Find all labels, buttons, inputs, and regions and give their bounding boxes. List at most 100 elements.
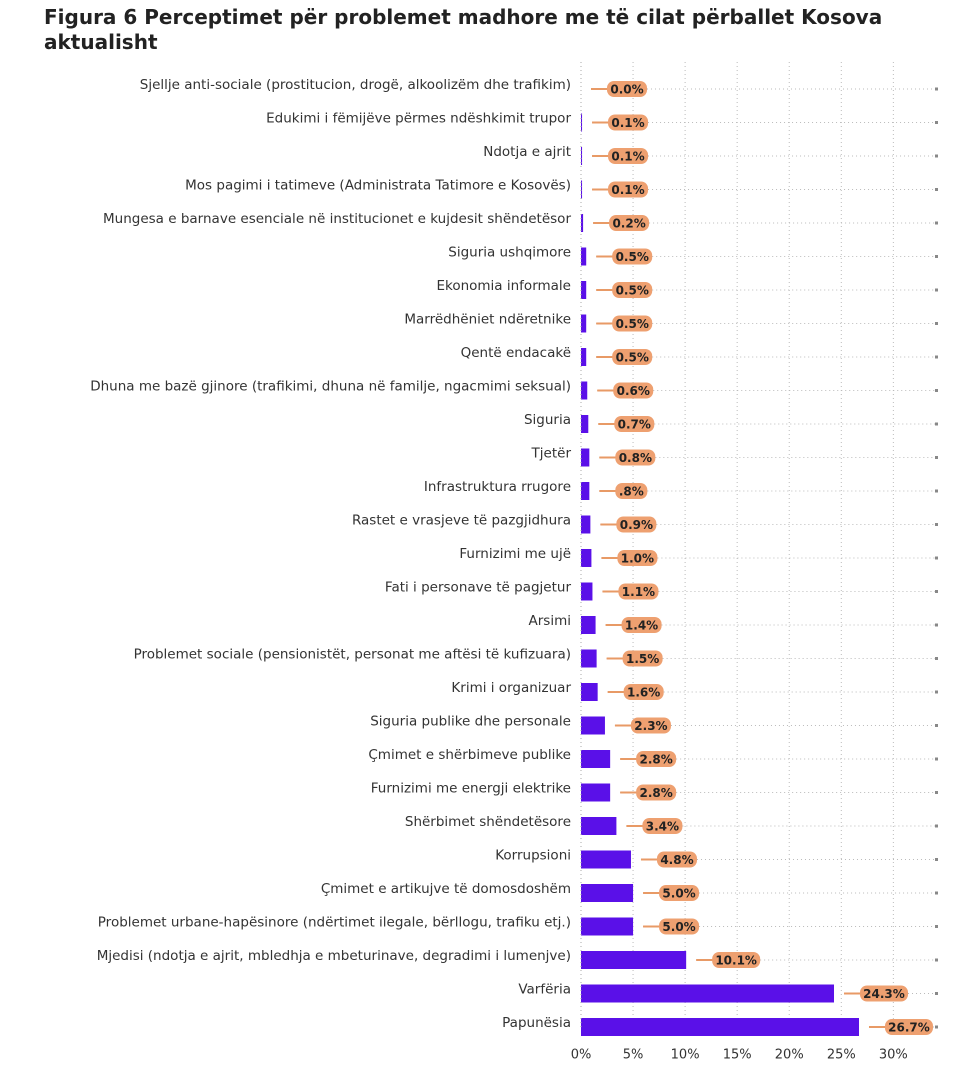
row-end	[935, 154, 938, 158]
value-label: 0.8%	[619, 451, 652, 465]
label-pill	[608, 181, 649, 198]
y-tick-label: Ndotja e ajrit	[483, 144, 571, 160]
bar	[581, 214, 584, 232]
row-end	[935, 221, 938, 225]
bar	[581, 917, 634, 936]
bar	[581, 817, 617, 835]
x-tick-label: 5%	[623, 1048, 644, 1063]
row-end	[935, 824, 938, 828]
value-label: 1.0%	[621, 552, 654, 566]
label-pill	[616, 516, 657, 533]
label-pill	[618, 583, 659, 600]
value-label: 4.8%	[660, 853, 693, 867]
value-label: 0.9%	[620, 518, 653, 532]
row-end	[935, 255, 938, 258]
bar	[581, 582, 593, 601]
y-tick-label: Furnizimi me ujë	[459, 546, 571, 562]
label-pill	[621, 617, 662, 633]
y-tick-label: Rastet e vrasjeve të pazgjidhura	[352, 513, 571, 529]
x-tick-label: 25%	[827, 1048, 856, 1063]
y-tick-label: Siguria	[524, 412, 571, 428]
bar	[581, 281, 587, 299]
row-end	[935, 389, 938, 392]
value-label: 0.5%	[616, 250, 649, 264]
bar	[581, 415, 589, 433]
value-label: 0.2%	[612, 217, 645, 231]
row-end	[935, 590, 938, 593]
y-tick-label: Mos pagimi i tatimeve (Administrata Tati…	[185, 178, 571, 194]
bar	[581, 884, 634, 902]
label-pill	[612, 248, 653, 265]
y-tick-label: Edukimi i fëmijëve përmes ndëshkimit tru…	[266, 111, 571, 127]
x-tick-label: 20%	[775, 1048, 804, 1063]
bar	[581, 649, 597, 668]
row-end	[935, 791, 938, 794]
row-end	[935, 757, 938, 761]
y-tick-label: Arsimi	[529, 613, 571, 629]
y-tick-label: Mjedisi (ndotja e ajrit, mbledhja e mbet…	[97, 948, 571, 964]
label-pill	[615, 449, 656, 466]
y-tick-label: Furnizimi me energji elektrike	[371, 781, 571, 797]
value-label: 5.0%	[662, 920, 695, 934]
label-pill	[659, 885, 700, 901]
y-tick-label: Tjetër	[531, 446, 572, 462]
row-end	[935, 355, 938, 359]
row-end	[935, 121, 938, 124]
row-end	[935, 858, 938, 861]
value-label: 0.6%	[617, 384, 650, 398]
value-label: 26.7%	[888, 1021, 930, 1035]
y-tick-label: Shërbimet shëndetësore	[405, 814, 571, 830]
value-label: 5.0%	[662, 887, 695, 901]
y-tick-label: Varfëria	[518, 982, 571, 998]
label-pill	[612, 349, 653, 365]
value-label: 2.8%	[640, 753, 673, 767]
value-label: 0.1%	[611, 183, 644, 197]
value-label: 0.0%	[610, 83, 643, 97]
y-tick-label: Sjellje anti-sociale (prostitucion, drog…	[140, 77, 571, 93]
bar	[581, 616, 596, 634]
label-pill	[612, 315, 653, 332]
y-tick-label: Siguria ushqimore	[448, 245, 571, 261]
value-label: 1.5%	[626, 652, 659, 666]
bar	[581, 1018, 859, 1036]
label-pill	[636, 751, 677, 767]
y-tick-label: Krimi i organizuar	[451, 680, 571, 696]
row-end	[935, 623, 938, 627]
bar	[581, 180, 583, 199]
bar	[581, 515, 591, 534]
y-tick-label: Çmimet e shërbimeve publike	[368, 747, 571, 763]
x-tick-label: 15%	[723, 1048, 752, 1063]
bar	[581, 448, 590, 467]
x-tick-label: 30%	[879, 1048, 908, 1063]
row-end	[935, 1025, 938, 1029]
bar	[581, 984, 835, 1003]
y-tick-label: Papunësia	[502, 1015, 571, 1031]
y-tick-label: Qentë endacakë	[461, 345, 571, 361]
label-pill	[630, 717, 671, 734]
label-pill	[623, 684, 664, 700]
bar	[581, 247, 587, 266]
row-end	[935, 322, 938, 325]
bar	[581, 750, 611, 768]
value-label: 0.5%	[616, 317, 649, 331]
row-end	[935, 288, 938, 292]
value-label: 1.6%	[627, 686, 660, 700]
label-pill	[607, 81, 647, 97]
value-label: 0.1%	[611, 150, 644, 164]
label-pill	[612, 282, 653, 298]
bar	[581, 683, 598, 701]
value-label: 10.1%	[715, 954, 757, 968]
label-pill	[642, 818, 683, 834]
value-label: 1.1%	[622, 585, 655, 599]
bar	[581, 951, 687, 969]
row-end	[935, 489, 938, 493]
bar	[581, 783, 611, 802]
bar	[581, 314, 587, 333]
bar	[581, 850, 631, 869]
row-end	[935, 188, 938, 191]
bar	[581, 549, 592, 567]
row-end	[935, 87, 938, 91]
y-tick-label: Siguria publike dhe personale	[370, 714, 571, 730]
label-pill	[884, 1019, 933, 1035]
